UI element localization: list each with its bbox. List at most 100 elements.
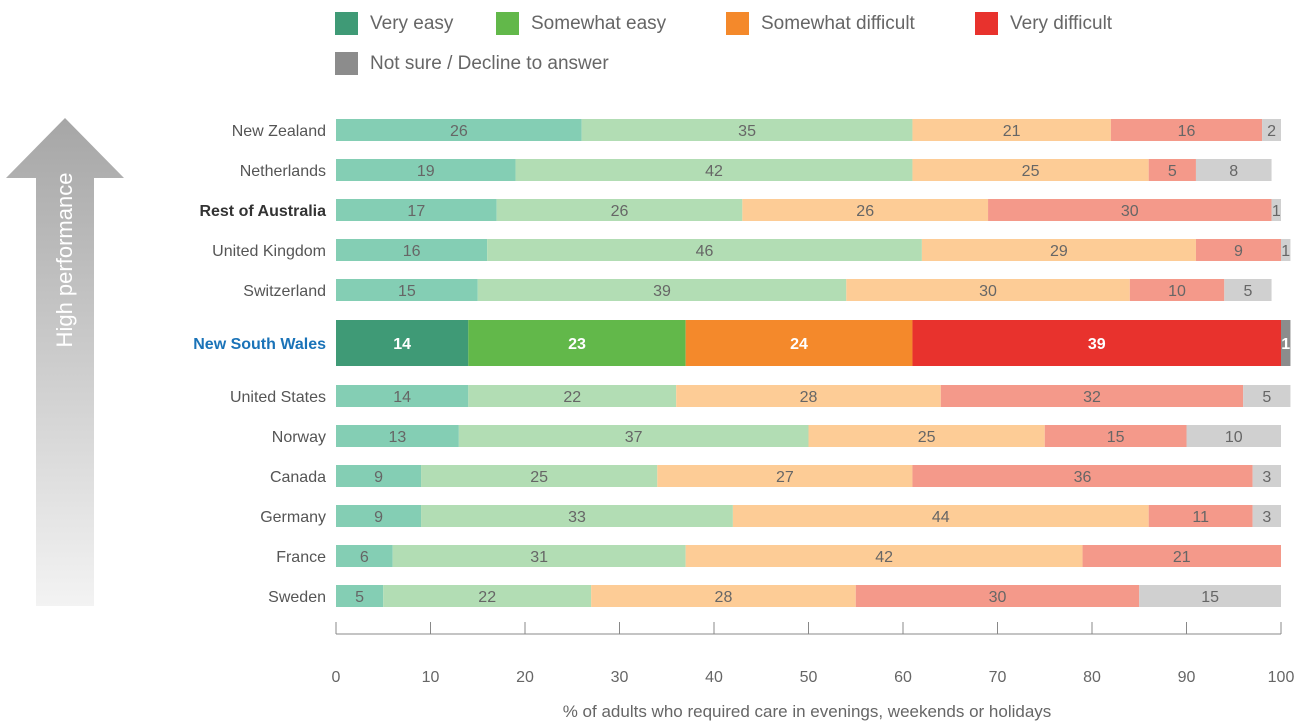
x-tick-label: 50: [800, 669, 818, 686]
bar-segment-not-sure: [1186, 425, 1281, 447]
data-label: 15: [398, 283, 416, 300]
data-label: 26: [450, 123, 468, 140]
x-tick-label: 90: [1178, 669, 1196, 686]
x-tick-label: 80: [1083, 669, 1101, 686]
data-label: 39: [653, 283, 671, 300]
bar-segment-somewhat-easy: [477, 279, 847, 301]
bar-segment-not-sure: [1139, 585, 1281, 607]
legend-item-very-difficult: Very difficult: [975, 12, 1112, 35]
bar-segment-not-sure: [1281, 320, 1291, 366]
data-label: 17: [407, 203, 425, 220]
bar-segment-somewhat-easy: [468, 385, 677, 407]
bar-segment-not-sure: [1271, 199, 1281, 221]
data-label: 24: [790, 336, 808, 353]
legend-label: Somewhat easy: [531, 12, 667, 34]
bar-segment-very-difficult: [1148, 505, 1253, 527]
bar-segment-very-easy: [336, 320, 469, 366]
category-label-united-states: United States: [230, 389, 326, 406]
bar-segment-very-easy: [336, 239, 488, 261]
high-performance-arrow: [6, 118, 124, 606]
data-label: 16: [403, 243, 421, 260]
bar-segment-somewhat-difficult: [591, 585, 856, 607]
category-label-rest-of-australia: Rest of Australia: [199, 203, 326, 220]
data-label: 23: [568, 336, 586, 353]
category-label-canada: Canada: [270, 469, 326, 486]
data-label: 36: [1074, 469, 1092, 486]
legend-swatch: [975, 12, 998, 35]
data-label: 30: [1121, 203, 1139, 220]
data-label: 5: [1262, 389, 1271, 406]
bar-segment-somewhat-easy: [421, 505, 733, 527]
bar-segment-very-difficult: [1129, 279, 1225, 301]
x-axis-title: % of adults who required care in evening…: [563, 702, 1052, 721]
data-label: 30: [979, 283, 997, 300]
bar-segment-somewhat-difficult: [685, 545, 1083, 567]
bar-segment-very-difficult: [1082, 545, 1281, 567]
data-label: 35: [738, 123, 756, 140]
data-label: 9: [374, 509, 383, 526]
data-label: 39: [1088, 336, 1106, 353]
bar-segment-somewhat-easy: [515, 159, 913, 181]
data-label: 3: [1262, 509, 1271, 526]
data-label: 5: [1168, 163, 1177, 180]
legend-swatch: [335, 52, 358, 75]
legend-item-not-sure: Not sure / Decline to answer: [335, 52, 609, 75]
data-label: 1: [1281, 336, 1290, 353]
bar-segment-very-easy: [336, 465, 422, 487]
category-label-switzerland: Switzerland: [243, 283, 326, 300]
bar-segment-somewhat-easy: [487, 239, 922, 261]
data-label: 21: [1173, 549, 1191, 566]
bar-segment-not-sure: [1252, 465, 1281, 487]
data-label: 9: [1234, 243, 1243, 260]
data-label: 14: [393, 336, 411, 353]
bar-segment-not-sure: [1195, 159, 1272, 181]
x-tick-label: 70: [989, 669, 1007, 686]
legend-label: Very difficult: [1010, 12, 1113, 34]
data-label: 25: [1022, 163, 1040, 180]
bar-segment-very-difficult: [1195, 239, 1281, 261]
bar-segment-not-sure: [1281, 239, 1291, 261]
bar-segment-not-sure: [1224, 279, 1272, 301]
data-label: 11: [1192, 509, 1209, 526]
category-label-sweden: Sweden: [268, 589, 326, 606]
x-axis: 0 10 20 30 40 50 60 70 80 90 100: [332, 622, 1295, 686]
legend-swatch: [496, 12, 519, 35]
legend-item-somewhat-difficult: Somewhat difficult: [726, 12, 915, 35]
data-label: 21: [1003, 123, 1021, 140]
data-label: 22: [478, 589, 496, 606]
data-label: 27: [776, 469, 794, 486]
data-label: 25: [918, 429, 936, 446]
data-label: 16: [1178, 123, 1196, 140]
bar-segment-somewhat-difficult: [912, 159, 1149, 181]
data-label: 25: [530, 469, 548, 486]
data-label: 5: [1243, 283, 1252, 300]
data-label: 1: [1272, 203, 1281, 220]
bar-segment-not-sure: [1243, 385, 1291, 407]
data-label: 28: [715, 589, 733, 606]
bar-segment-somewhat-difficult: [808, 425, 1045, 447]
bar-segment-somewhat-easy: [496, 199, 743, 221]
data-label: 37: [625, 429, 643, 446]
bar-segment-very-difficult: [1044, 425, 1187, 447]
legend-label: Not sure / Decline to answer: [370, 52, 609, 74]
x-tick-label: 20: [516, 669, 534, 686]
bar-segment-somewhat-difficult: [732, 505, 1149, 527]
x-tick-label: 100: [1268, 669, 1295, 686]
bar-segment-somewhat-easy: [581, 119, 913, 141]
data-label: 10: [1168, 283, 1186, 300]
data-label: 31: [530, 549, 548, 566]
x-tick-label: 0: [332, 669, 341, 686]
data-label: 13: [389, 429, 407, 446]
x-tick-label: 40: [705, 669, 723, 686]
legend-item-very-easy: Very easy: [335, 12, 453, 35]
data-label: 33: [568, 509, 586, 526]
bar-segment-very-easy: [336, 585, 384, 607]
category-label-united-kingdom: United Kingdom: [212, 243, 326, 260]
data-label: 5: [355, 589, 364, 606]
data-label: 19: [417, 163, 435, 180]
bar-segment-somewhat-difficult: [676, 385, 941, 407]
x-tick-label: 10: [422, 669, 440, 686]
legend-swatch: [335, 12, 358, 35]
data-label: 2: [1267, 123, 1276, 140]
data-label: 26: [856, 203, 874, 220]
